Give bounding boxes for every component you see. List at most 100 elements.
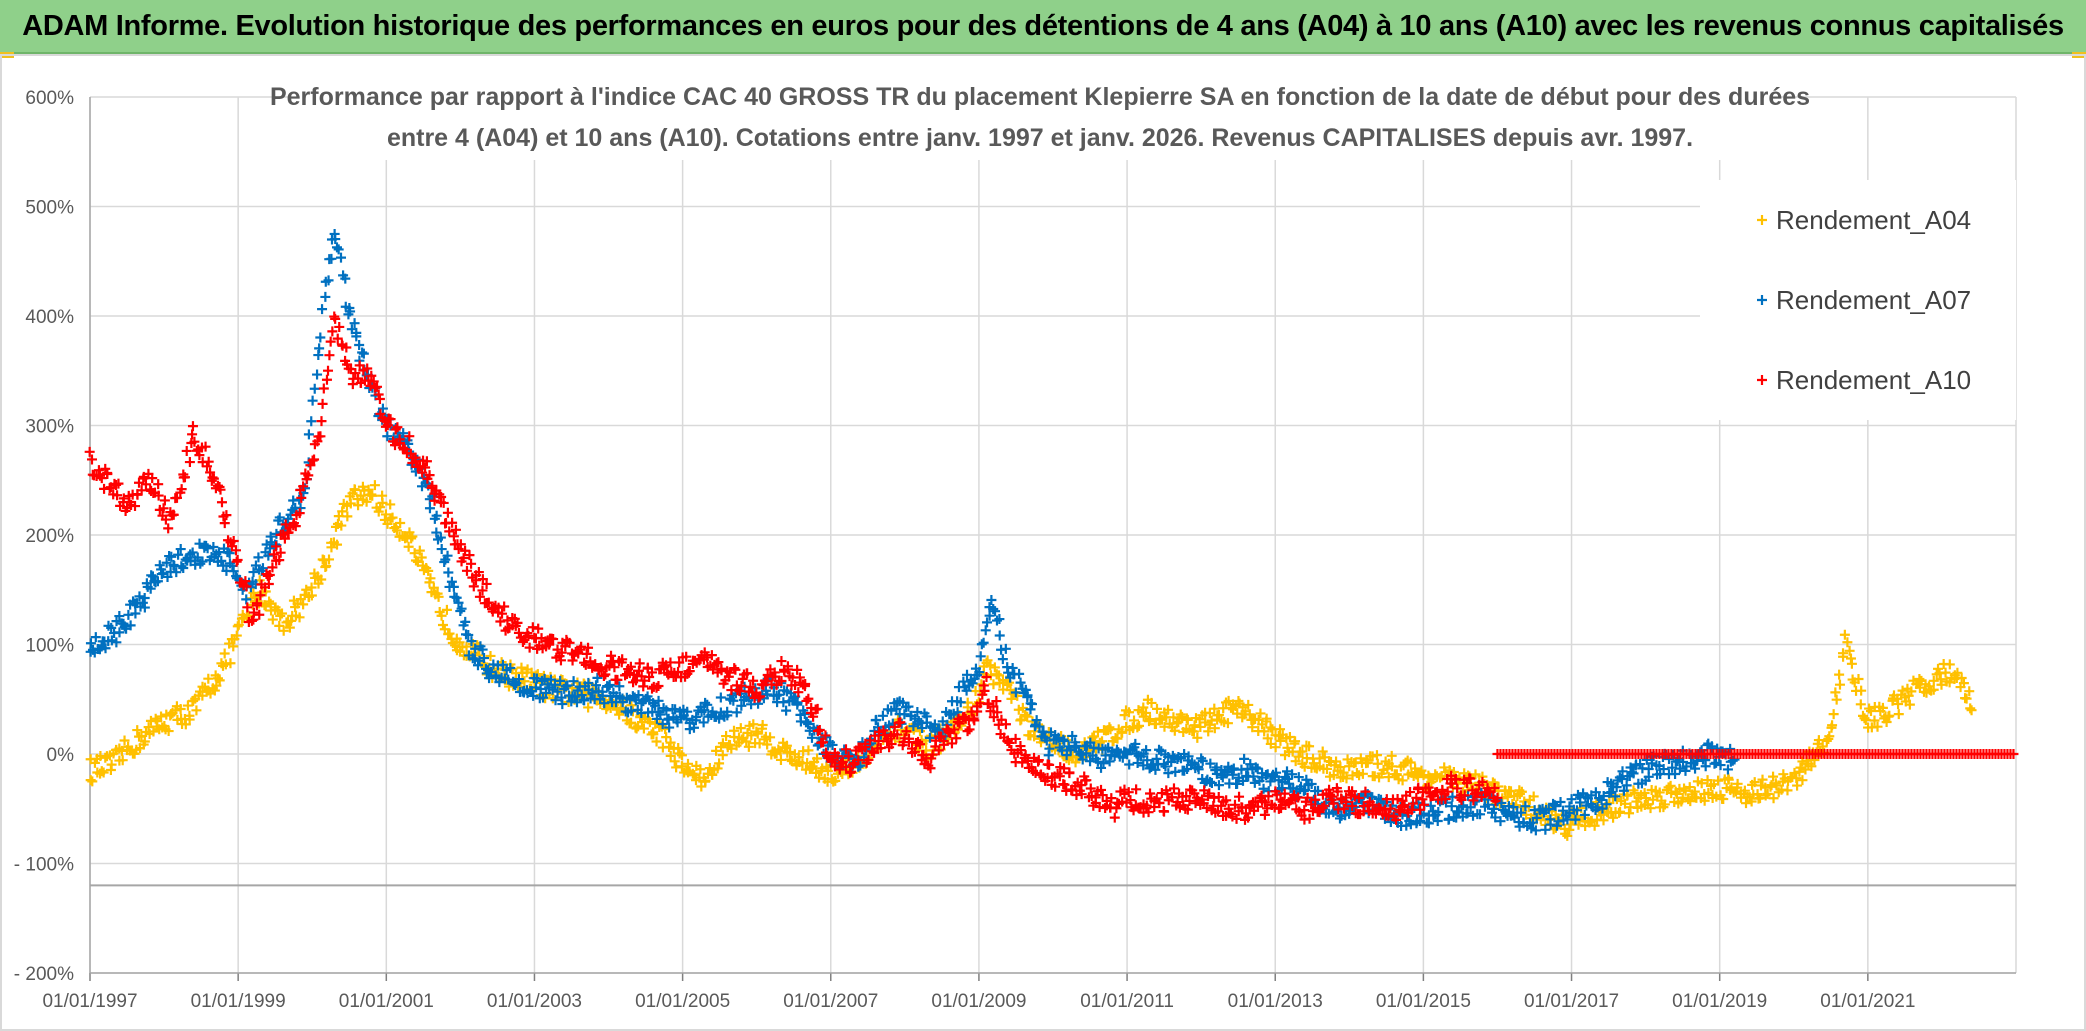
point-rendement-a07 <box>541 687 551 698</box>
point-rendement-a07 <box>568 676 579 687</box>
point-rendement-a10 <box>394 434 405 445</box>
point-rendement-a04 <box>1797 775 1808 786</box>
point-rendement-a04 <box>1713 775 1724 786</box>
point-rendement-a04 <box>1410 763 1421 774</box>
point-rendement-a04 <box>1150 719 1161 730</box>
point-rendement-a10 <box>792 664 803 675</box>
point-rendement-a07 <box>111 616 122 627</box>
point-rendement-a10 <box>1213 792 1224 803</box>
point-rendement-a04 <box>1789 767 1800 778</box>
point-rendement-a10 <box>1184 795 1195 806</box>
point-rendement-a10 <box>1442 786 1453 797</box>
point-rendement-a10 <box>1347 801 1358 812</box>
point-rendement-a07 <box>528 690 539 701</box>
point-rendement-a10 <box>1030 768 1041 779</box>
point-rendement-a07 <box>1031 715 1042 726</box>
point-rendement-a10 <box>421 456 432 467</box>
point-rendement-a10 <box>321 374 332 385</box>
point-rendement-a07 <box>1520 801 1531 812</box>
point-rendement-a04 <box>1966 705 1977 716</box>
point-rendement-a07 <box>700 697 711 708</box>
point-rendement-a04 <box>1613 807 1624 818</box>
point-rendement-a04 <box>1768 771 1779 782</box>
point-rendement-a04 <box>741 736 752 747</box>
point-rendement-a10 <box>1000 719 1011 730</box>
y-tick-label: 600% <box>25 88 74 109</box>
point-rendement-a04 <box>1677 792 1688 803</box>
point-rendement-a07 <box>1277 777 1288 788</box>
point-rendement-a07 <box>1041 735 1052 746</box>
point-rendement-a10 <box>429 495 440 506</box>
point-rendement-a04 <box>444 628 455 639</box>
point-rendement-a07 <box>549 679 560 690</box>
point-rendement-a07 <box>827 739 838 750</box>
point-rendement-a07 <box>218 560 229 571</box>
point-rendement-a04 <box>1259 726 1270 737</box>
y-tick-label: 0% <box>47 745 75 766</box>
point-rendement-a04 <box>1297 746 1308 757</box>
x-tick-label: 01/01/2005 <box>635 991 730 1012</box>
point-rendement-a10 <box>590 659 601 670</box>
point-rendement-a07 <box>1044 743 1055 754</box>
point-rendement-a04 <box>139 736 150 747</box>
point-rendement-a07 <box>592 672 603 683</box>
point-rendement-a10 <box>1064 768 1075 779</box>
point-rendement-a04 <box>1209 723 1220 734</box>
point-rendement-a04 <box>991 669 1002 680</box>
point-rendement-a04 <box>1562 830 1573 841</box>
point-rendement-a07 <box>435 532 446 543</box>
point-rendement-a04 <box>751 726 762 737</box>
point-rendement-a04 <box>1834 679 1845 690</box>
point-rendement-a10 <box>163 523 174 534</box>
point-rendement-a07 <box>688 722 699 733</box>
point-rendement-a10 <box>564 637 575 648</box>
point-rendement-a07 <box>351 327 362 338</box>
point-rendement-a04 <box>1017 702 1028 713</box>
point-rendement-a04 <box>1877 702 1888 713</box>
point-rendement-a10 <box>86 454 97 465</box>
point-rendement-a07 <box>214 547 225 558</box>
point-rendement-a10 <box>1367 799 1378 810</box>
point-rendement-a10 <box>653 681 664 692</box>
point-rendement-a10 <box>814 725 825 736</box>
point-rendement-a10 <box>298 481 309 492</box>
point-rendement-a04 <box>1620 798 1631 809</box>
point-rendement-a04 <box>644 717 655 728</box>
point-rendement-a07 <box>139 602 150 613</box>
point-rendement-a10 <box>153 490 164 501</box>
point-rendement-a10 <box>988 701 999 712</box>
point-rendement-a10 <box>1489 782 1500 793</box>
point-rendement-a07 <box>257 563 268 574</box>
point-rendement-a10 <box>1299 805 1310 816</box>
point-rendement-a10 <box>232 554 243 565</box>
point-rendement-a10 <box>368 376 379 387</box>
point-rendement-a07 <box>792 697 803 708</box>
point-rendement-a04 <box>1884 710 1895 721</box>
point-rendement-a04 <box>1928 684 1939 695</box>
point-rendement-a04 <box>342 511 353 522</box>
point-rendement-a10 <box>1145 788 1156 799</box>
point-rendement-a04 <box>1192 732 1203 743</box>
point-rendement-a10 <box>317 398 328 409</box>
point-rendement-a07 <box>1183 751 1194 762</box>
point-rendement-a10 <box>581 648 592 659</box>
y-tick-label: 200% <box>25 526 74 547</box>
point-rendement-a04 <box>762 739 773 750</box>
point-rendement-a07 <box>201 540 212 551</box>
point-rendement-a10 <box>404 431 415 442</box>
point-rendement-a04 <box>1528 791 1539 802</box>
point-rendement-a10 <box>1347 786 1358 797</box>
point-rendement-a07 <box>1508 802 1519 813</box>
point-rendement-a07 <box>1601 799 1612 810</box>
point-rendement-a10 <box>1459 790 1470 801</box>
point-rendement-a04 <box>98 767 109 778</box>
point-rendement-a07 <box>1053 732 1064 743</box>
point-rendement-a10 <box>625 661 636 672</box>
point-rendement-a04 <box>403 541 414 552</box>
point-rendement-a07 <box>1690 763 1701 774</box>
point-rendement-a07 <box>503 674 514 685</box>
point-rendement-a07 <box>312 369 323 380</box>
point-rendement-a07 <box>1490 812 1501 823</box>
point-rendement-a04 <box>1608 812 1619 823</box>
point-rendement-a10 <box>1392 793 1403 804</box>
